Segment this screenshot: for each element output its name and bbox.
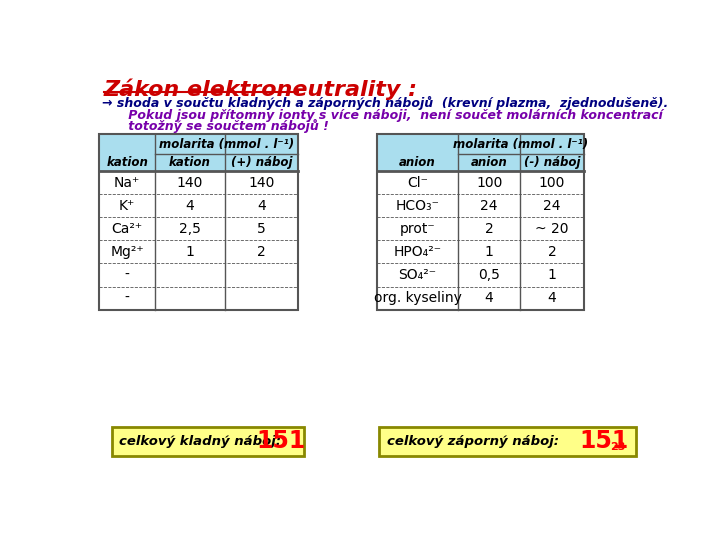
Text: molarita (mmol . l⁻¹): molarita (mmol . l⁻¹) — [454, 138, 588, 151]
Text: Ca²⁺: Ca²⁺ — [112, 222, 143, 236]
Bar — [377, 171, 584, 309]
Text: 1: 1 — [186, 245, 194, 259]
Text: 2: 2 — [485, 222, 493, 236]
Text: -: - — [125, 291, 130, 305]
Text: 140: 140 — [177, 176, 203, 190]
Text: 2,5: 2,5 — [179, 222, 201, 236]
Text: → shoda v součtu kladných a záporných nábojů  (krevní plazma,  zjednodušeně).: → shoda v součtu kladných a záporných ná… — [102, 96, 669, 110]
Text: totožný se součtem nábojů !: totožný se součtem nábojů ! — [102, 119, 329, 133]
Bar — [377, 134, 584, 309]
Text: 23: 23 — [610, 442, 626, 452]
Text: 4: 4 — [547, 291, 557, 305]
Text: prot⁻: prot⁻ — [400, 222, 436, 236]
Text: 140: 140 — [248, 176, 275, 190]
Text: 0,5: 0,5 — [478, 268, 500, 282]
Text: (+) náboj: (+) náboj — [231, 156, 292, 169]
Text: 100: 100 — [539, 176, 565, 190]
Text: 2: 2 — [257, 245, 266, 259]
Text: SO₄²⁻: SO₄²⁻ — [398, 268, 436, 282]
Bar — [99, 134, 299, 171]
Bar — [99, 171, 299, 309]
Text: HPO₄²⁻: HPO₄²⁻ — [393, 245, 441, 259]
Text: 5: 5 — [257, 222, 266, 236]
Bar — [112, 427, 304, 456]
Text: 1: 1 — [547, 268, 557, 282]
Text: anion: anion — [399, 156, 436, 169]
Text: 1: 1 — [485, 245, 494, 259]
Text: kation: kation — [169, 156, 211, 169]
Bar — [99, 134, 299, 309]
Text: 151: 151 — [256, 429, 305, 454]
Text: celkový kladný náboj:: celkový kladný náboj: — [120, 435, 291, 448]
Text: 4: 4 — [186, 199, 194, 213]
Text: org. kyseliny: org. kyseliny — [374, 291, 462, 305]
Text: Pokud jsou přítomny ionty s více náboji,  není součet molárních koncentrací: Pokud jsou přítomny ionty s více náboji,… — [102, 109, 663, 122]
Text: kation: kation — [107, 156, 148, 169]
Text: 4: 4 — [257, 199, 266, 213]
Text: celkový záporný náboj:: celkový záporný náboj: — [387, 435, 568, 448]
Text: 100: 100 — [476, 176, 503, 190]
Bar — [379, 427, 636, 456]
Text: ~ 20: ~ 20 — [535, 222, 569, 236]
Text: HCO₃⁻: HCO₃⁻ — [395, 199, 439, 213]
Text: 2: 2 — [547, 245, 557, 259]
Text: -: - — [125, 268, 130, 282]
Text: Zákon elektroneutrality :: Zákon elektroneutrality : — [104, 79, 418, 100]
Text: 24: 24 — [480, 199, 498, 213]
Text: molarita (mmol . l⁻¹): molarita (mmol . l⁻¹) — [159, 138, 294, 151]
Text: Cl⁻: Cl⁻ — [407, 176, 428, 190]
Text: Na⁺: Na⁺ — [114, 176, 140, 190]
Bar — [377, 134, 584, 171]
Text: Mg²⁺: Mg²⁺ — [110, 245, 144, 259]
Text: 4: 4 — [485, 291, 493, 305]
Text: anion: anion — [471, 156, 508, 169]
Text: (-) náboj: (-) náboj — [523, 156, 580, 169]
Text: K⁺: K⁺ — [119, 199, 135, 213]
Text: 151: 151 — [579, 429, 629, 454]
Text: 24: 24 — [543, 199, 561, 213]
